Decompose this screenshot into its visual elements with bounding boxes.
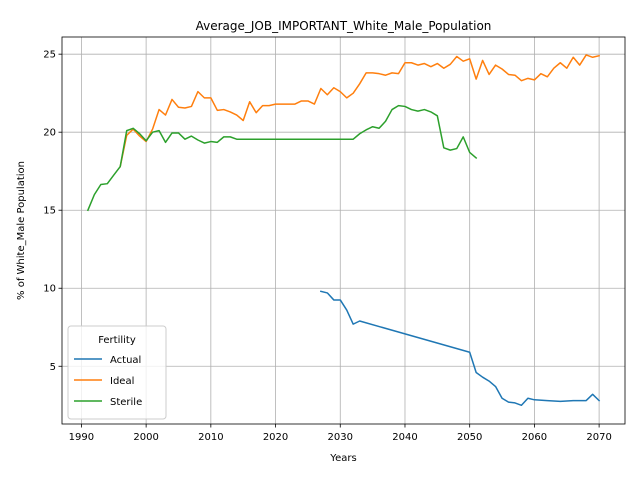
x-tick-label: 2060 [522,432,547,443]
legend: Fertility Actual Ideal Sterile [67,325,167,420]
series-lines [86,54,601,407]
y-tick-label: 5 [50,362,56,373]
x-tick-label: 2070 [586,432,611,443]
x-tick-label: 2010 [198,432,223,443]
x-tick-label: 2040 [392,432,417,443]
y-tick-label: 15 [43,206,56,217]
y-axis-ticks: 5 10 15 20 25 [43,50,62,373]
series-line-sterile [86,104,478,212]
legend-items: Actual Ideal Sterile [74,355,142,408]
plot-area-frame [61,36,626,425]
legend-box [67,325,167,420]
legend-label-sterile: Sterile [110,397,142,408]
x-axis-label: Years [329,453,356,464]
grid [62,37,625,424]
x-axis-ticks: 1990 2000 2010 2020 2030 2040 2050 2060 2070 [69,424,612,443]
y-axis-label: % of White_Male Population [16,161,27,300]
x-tick-label: 2050 [457,432,482,443]
legend-label-ideal: Ideal [110,376,134,387]
chart-title: Average_JOB_IMPORTANT_White_Male_Populat… [196,19,492,33]
legend-title: Fertility [98,335,136,346]
y-tick-label: 20 [43,128,56,139]
y-tick-label: 10 [43,284,56,295]
x-tick-label: 2020 [263,432,288,443]
x-tick-label: 2000 [133,432,158,443]
x-tick-label: 2030 [328,432,353,443]
y-tick-label: 25 [43,50,56,61]
legend-label-actual: Actual [110,355,141,366]
x-tick-label: 1990 [69,432,94,443]
series-line-actual [319,290,601,407]
series-line-ideal [119,54,601,168]
